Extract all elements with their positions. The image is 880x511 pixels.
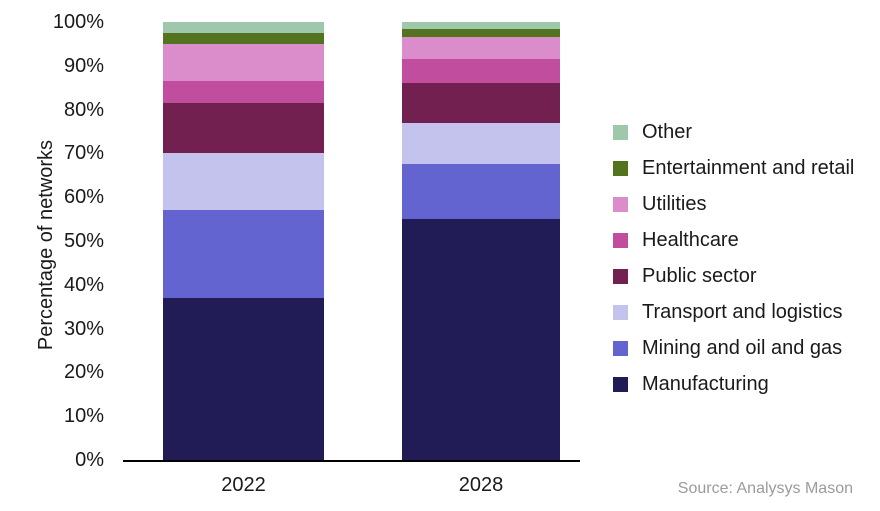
legend-swatch-icon xyxy=(613,340,628,356)
legend-label: Healthcare xyxy=(642,229,739,251)
legend-item-transport-and-logistics: Transport and logistics xyxy=(613,294,854,330)
bar-segment-public-sector-2022 xyxy=(163,103,324,154)
y-tick-label: 20% xyxy=(63,361,104,384)
y-tick-label: 10% xyxy=(63,405,104,428)
x-axis-line xyxy=(123,460,580,462)
legend-item-public-sector: Public sector xyxy=(613,258,854,294)
y-tick-label: 0% xyxy=(75,449,104,471)
bar-segment-entertainment-and-retail-2028 xyxy=(402,28,560,38)
bar-segment-mining-and-oil-and-gas-2028 xyxy=(402,164,560,220)
y-tick-label: 40% xyxy=(63,273,104,296)
stacked-bar-2028 xyxy=(402,22,560,460)
source-note: Source: Analysys Mason xyxy=(677,480,853,497)
legend-item-entertainment-and-retail: Entertainment and retail xyxy=(613,150,854,186)
y-tick-label: 100% xyxy=(52,11,104,33)
y-tick-label: 80% xyxy=(63,98,104,121)
bar-segment-transport-and-logistics-2022 xyxy=(163,153,324,211)
bar-segment-manufacturing-2028 xyxy=(402,219,560,460)
legend: Other Entertainment and retail Utilities He… xyxy=(613,114,854,402)
bar-segment-utilities-2022 xyxy=(163,43,324,82)
legend-item-healthcare: Healthcare xyxy=(613,222,854,258)
legend-swatch-icon xyxy=(613,304,628,320)
legend-item-other: Other xyxy=(613,114,854,150)
legend-swatch-icon xyxy=(613,160,628,176)
bar-segment-entertainment-and-retail-2022 xyxy=(163,33,324,44)
legend-swatch-icon xyxy=(613,268,628,284)
legend-item-utilities: Utilities xyxy=(613,186,854,222)
legend-label: Mining and oil and gas xyxy=(642,337,843,359)
legend-swatch-icon xyxy=(613,196,628,212)
y-tick-label: 60% xyxy=(63,186,104,209)
legend-swatch-icon xyxy=(613,124,628,140)
bar-segment-healthcare-2028 xyxy=(402,59,560,84)
y-tick-label: 30% xyxy=(63,317,104,340)
y-tick-label: 50% xyxy=(63,230,104,252)
legend-swatch-icon xyxy=(613,232,628,248)
legend-label: Other xyxy=(642,121,693,143)
stacked-bar-2022 xyxy=(163,22,324,460)
x-tick-label-2022: 2022 xyxy=(221,474,266,496)
x-tick-label-2028: 2028 xyxy=(458,474,504,496)
bar-segment-manufacturing-2022 xyxy=(163,297,324,460)
legend-label: Transport and logistics xyxy=(642,301,843,323)
bar-segment-public-sector-2028 xyxy=(402,83,560,123)
bar-segment-healthcare-2022 xyxy=(163,81,324,104)
bar-segment-utilities-2028 xyxy=(402,37,560,60)
legend-item-mining-and-oil-and-gas: Mining and oil and gas xyxy=(613,330,854,366)
legend-label: Entertainment and retail xyxy=(642,157,855,179)
bar-segment-other-2022 xyxy=(163,22,324,34)
y-tick-label: 90% xyxy=(63,54,104,77)
legend-item-manufacturing: Manufacturing xyxy=(613,366,854,402)
bar-segment-mining-and-oil-and-gas-2022 xyxy=(163,210,324,298)
legend-label: Utilities xyxy=(642,193,707,215)
legend-swatch-icon xyxy=(613,376,628,392)
bar-segment-other-2028 xyxy=(402,22,560,29)
legend-label: Manufacturing xyxy=(642,373,769,395)
legend-label: Public sector xyxy=(642,265,757,287)
y-tick-label: 70% xyxy=(63,142,104,165)
bar-segment-transport-and-logistics-2028 xyxy=(402,122,560,165)
